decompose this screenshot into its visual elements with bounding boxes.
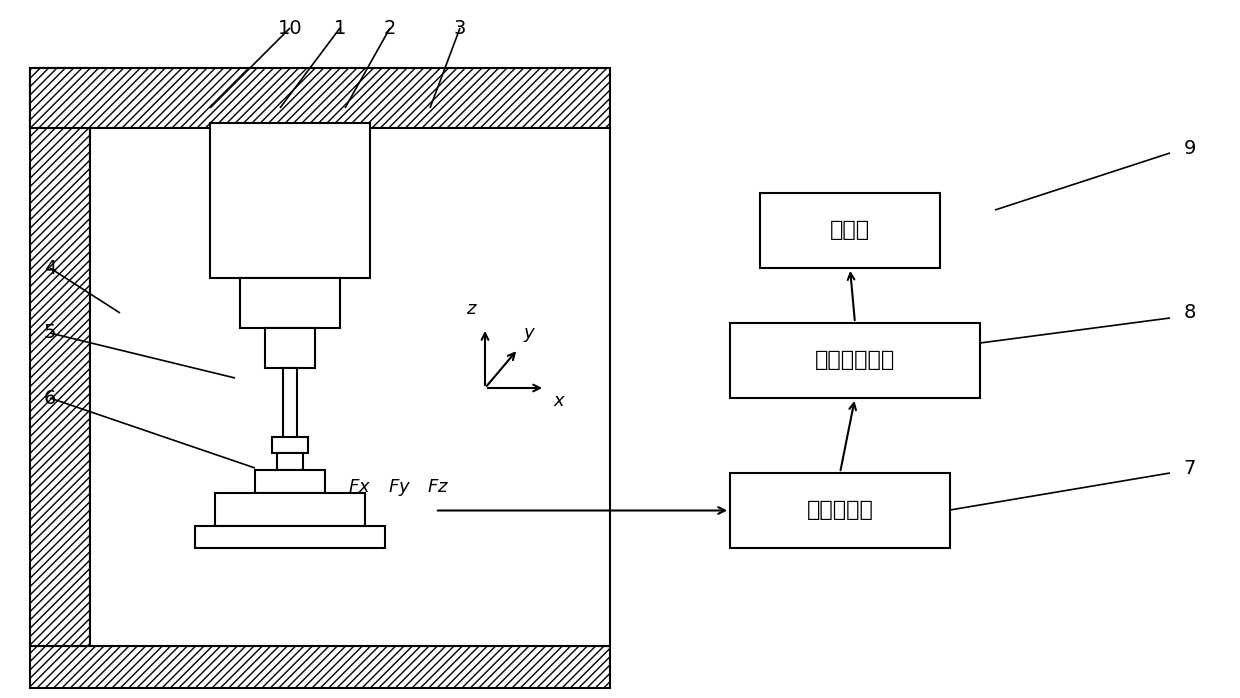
Text: 6: 6 (43, 389, 56, 408)
Bar (283, 368, 298, 438)
Text: 电荷放大器: 电荷放大器 (806, 500, 873, 521)
Bar (730, 473, 950, 548)
Text: 5: 5 (43, 323, 56, 343)
Text: $y$: $y$ (523, 326, 537, 344)
Bar (272, 437, 308, 453)
Bar (277, 453, 303, 470)
Bar (730, 323, 980, 398)
Text: $x$: $x$ (553, 392, 567, 410)
Bar (760, 193, 940, 268)
Text: 8: 8 (1184, 304, 1197, 322)
Text: 9: 9 (1184, 138, 1197, 158)
Bar (30, 68, 91, 646)
Bar (265, 328, 315, 368)
Bar (241, 278, 340, 328)
Bar (215, 493, 365, 526)
Text: 2: 2 (384, 19, 397, 38)
Text: 7: 7 (1184, 459, 1197, 477)
Text: 4: 4 (43, 258, 56, 278)
Bar (210, 123, 370, 278)
Bar (91, 128, 610, 646)
Bar (30, 646, 610, 688)
Text: 数据采集系统: 数据采集系统 (815, 350, 895, 371)
Bar (195, 526, 384, 548)
Text: 1: 1 (334, 19, 346, 38)
Text: $Fz$: $Fz$ (427, 479, 449, 496)
Text: 10: 10 (278, 19, 303, 38)
Text: 3: 3 (454, 19, 466, 38)
Bar (255, 470, 325, 493)
Text: $z$: $z$ (466, 300, 477, 318)
Text: $Fx$: $Fx$ (348, 479, 372, 496)
Text: $Fy$: $Fy$ (388, 477, 412, 498)
Text: 计算机: 计算机 (830, 221, 870, 241)
Bar (30, 68, 610, 128)
